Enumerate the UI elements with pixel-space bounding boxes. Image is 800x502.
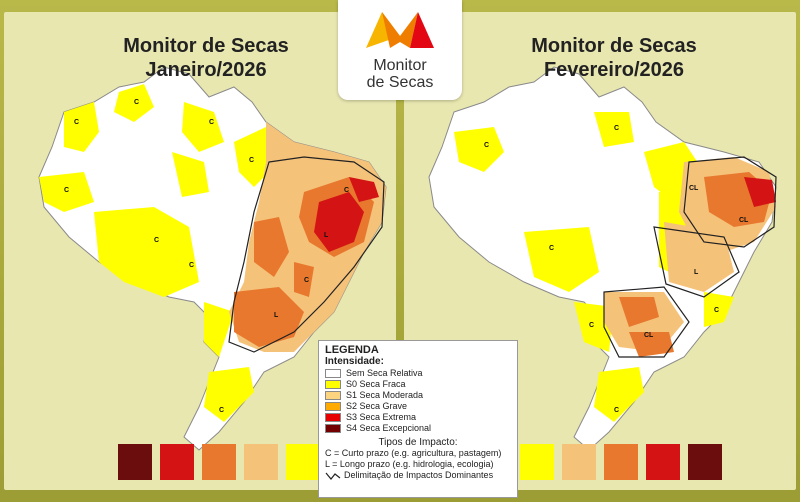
legend-title: LEGENDA	[325, 344, 379, 356]
color-scale-strip	[118, 444, 722, 480]
map-panel-january: C C C C C C C L L C C C Monitor de Secas…	[4, 12, 396, 490]
map-title-january: Monitor de Secas Janeiro/2026	[123, 35, 289, 81]
logo-text-line1: Monitor	[373, 57, 427, 74]
map-label: C	[614, 125, 619, 132]
map-label: L	[324, 232, 329, 239]
legend-swatch	[325, 424, 341, 433]
logo-text-line2: de Secas	[366, 74, 434, 91]
map-label: C	[134, 99, 139, 106]
legend-item: Sem Seca Relativa	[325, 368, 511, 379]
map-label: C	[189, 262, 194, 269]
map-label: C	[484, 142, 489, 149]
legend-item: S4 Seca Excepcional	[325, 423, 511, 434]
legend-intensity-title: Intensidade:	[325, 356, 384, 367]
legend-swatch	[325, 402, 341, 411]
map-label: C	[64, 187, 69, 194]
legend-impact-c: C = Curto prazo (e.g. agricultura, pasta…	[325, 448, 502, 458]
map-label: CL	[644, 332, 654, 339]
legend-item: S0 Seca Fraca	[325, 379, 511, 390]
map-label: C	[209, 119, 214, 126]
map-label: C	[154, 237, 159, 244]
delimitation-line-icon	[325, 472, 341, 480]
map-title-february: Monitor de Secas Fevereiro/2026	[531, 35, 697, 81]
map-label: C	[249, 157, 254, 164]
legend-box: LEGENDA Intensidade: Sem Seca Relativa S…	[318, 340, 518, 498]
map-label: C	[714, 307, 719, 314]
legend-swatch	[325, 380, 341, 389]
legend-impact-title: Tipos de Impacto:	[378, 437, 458, 448]
legend-item: S3 Seca Extrema	[325, 412, 511, 423]
map-label: C	[74, 119, 79, 126]
legend-item: S2 Seca Grave	[325, 401, 511, 412]
map-label: C	[219, 407, 224, 414]
brazil-map-january: C C C C C C C L L C C C	[38, 66, 387, 451]
logo-m-icon	[366, 12, 434, 48]
legend-delimitation: Delimitação de Impactos Dominantes	[325, 470, 511, 481]
map-label: L	[694, 269, 699, 276]
map-label: CL	[689, 185, 699, 192]
map-label: C	[549, 245, 554, 252]
map-label: C	[304, 277, 309, 284]
legend-impact-l: L = Longo prazo (e.g. hidrologia, ecolog…	[325, 459, 494, 469]
map-label: C	[589, 322, 594, 329]
legend-item: S1 Seca Moderada	[325, 390, 511, 401]
map-label: C	[344, 187, 349, 194]
map-label: CL	[739, 217, 749, 224]
legend-swatch	[325, 369, 341, 378]
map-label: L	[274, 312, 279, 319]
legend-swatch	[325, 413, 341, 422]
brazil-map-february: C C CL CL C L C CL C C	[428, 66, 777, 451]
map-label: C	[614, 407, 619, 414]
monitor-de-secas-logo: Monitor de Secas	[338, 0, 462, 100]
legend-swatch	[325, 391, 341, 400]
